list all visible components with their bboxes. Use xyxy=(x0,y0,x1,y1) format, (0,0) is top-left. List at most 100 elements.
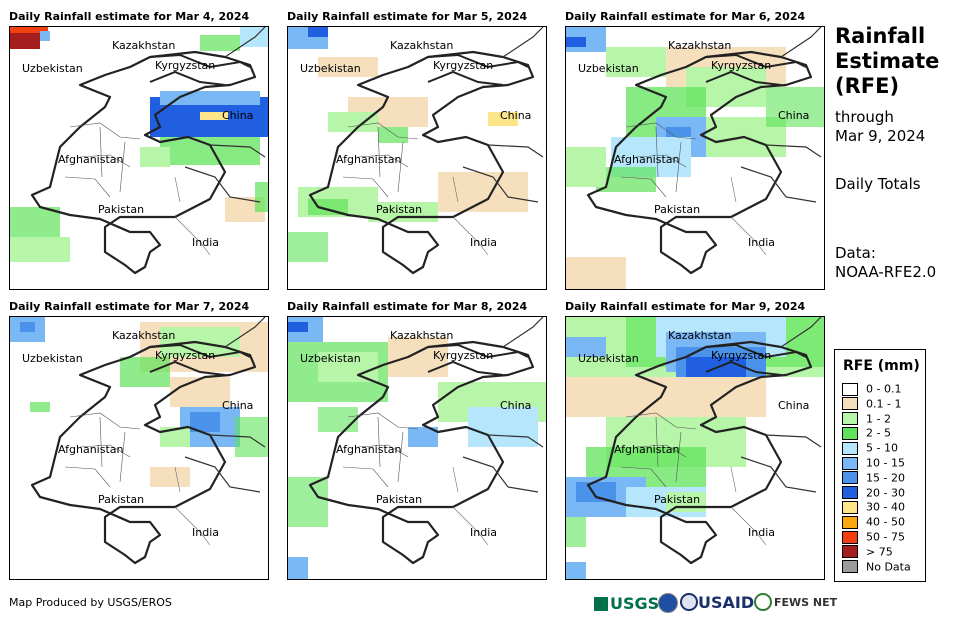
map-panel-mar-8: Kazakhstan Uzbekistan Kyrgyzstan China A… xyxy=(287,316,547,580)
label-pakistan: Pakistan xyxy=(98,493,144,506)
label-india: India xyxy=(748,236,775,249)
label-kyrgyzstan: Kyrgyzstan xyxy=(433,59,493,72)
label-afghanistan: Afghanistan xyxy=(336,443,402,456)
label-kyrgyzstan: Kyrgyzstan xyxy=(711,59,771,72)
rain-layer xyxy=(288,317,546,579)
country-borders xyxy=(30,317,266,565)
map-title-line-3: (RFE) xyxy=(835,74,900,98)
legend-label: 5 - 10 xyxy=(866,441,898,455)
legend-item: > 75 xyxy=(842,545,893,559)
rain-layer xyxy=(566,317,824,579)
legend-label: 10 - 15 xyxy=(866,456,905,470)
label-china: China xyxy=(222,109,253,122)
country-labels: Kazakhstan Uzbekistan Kyrgyzstan China A… xyxy=(300,329,531,539)
label-uzbekistan: Uzbekistan xyxy=(578,352,639,365)
label-india: India xyxy=(470,236,497,249)
label-kazakhstan: Kazakhstan xyxy=(112,329,175,342)
label-china: China xyxy=(778,399,809,412)
label-china: China xyxy=(500,109,531,122)
legend-swatch xyxy=(842,486,858,500)
rain-layer xyxy=(288,27,528,262)
legend-item: 15 - 20 xyxy=(842,471,905,485)
legend-label: 15 - 20 xyxy=(866,471,905,485)
map-panel-mar-7: Kazakhstan Uzbekistan Kyrgyzstan China A… xyxy=(9,316,269,580)
label-kazakhstan: Kazakhstan xyxy=(390,39,453,52)
legend-swatch xyxy=(842,471,858,485)
legend-swatch xyxy=(842,545,858,559)
legend-item: 20 - 30 xyxy=(842,486,905,500)
legend-item: 1 - 2 xyxy=(842,412,891,426)
panel-title-mar-8: Daily Rainfall estimate for Mar 8, 2024 xyxy=(287,300,528,313)
label-kazakhstan: Kazakhstan xyxy=(112,39,175,52)
legend-swatch xyxy=(842,530,858,544)
panel-title-mar-6: Daily Rainfall estimate for Mar 6, 2024 xyxy=(565,10,806,23)
country-labels: Kazakhstan Uzbekistan Kyrgyzstan China A… xyxy=(22,39,253,249)
label-india: India xyxy=(470,526,497,539)
label-india: India xyxy=(748,526,775,539)
legend-title: RFE (mm) xyxy=(843,358,920,374)
country-labels: Kazakhstan Uzbekistan Kyrgyzstan China A… xyxy=(300,39,531,249)
usgs-logo: USGS xyxy=(594,593,659,613)
label-china: China xyxy=(500,399,531,412)
label-uzbekistan: Uzbekistan xyxy=(578,62,639,75)
nws-seal-icon xyxy=(680,593,698,611)
legend-swatch xyxy=(842,560,858,574)
through-label: through xyxy=(835,108,894,126)
legend-item: 10 - 15 xyxy=(842,456,905,470)
legend-item: 2 - 5 xyxy=(842,426,891,440)
label-uzbekistan: Uzbekistan xyxy=(22,62,83,75)
fewsnet-logo: FEWS NET xyxy=(774,596,838,609)
country-labels: Kazakhstan Uzbekistan Kyrgyzstan China A… xyxy=(578,329,809,539)
country-borders xyxy=(308,317,544,565)
legend-label: 1 - 2 xyxy=(866,412,891,426)
country-borders xyxy=(308,27,544,275)
country-borders xyxy=(586,317,822,565)
legend-label: 50 - 75 xyxy=(866,530,905,544)
map-panel-mar-9: Kazakhstan Uzbekistan Kyrgyzstan China A… xyxy=(565,316,825,580)
label-kyrgyzstan: Kyrgyzstan xyxy=(155,59,215,72)
legend-swatch xyxy=(842,515,858,529)
panel-title-mar-9: Daily Rainfall estimate for Mar 9, 2024 xyxy=(565,300,806,313)
label-pakistan: Pakistan xyxy=(376,203,422,216)
legend-item: No Data xyxy=(842,560,911,574)
map-panel-mar-6: Kazakhstan Uzbekistan Kyrgyzstan China A… xyxy=(565,26,825,290)
country-borders xyxy=(586,27,822,275)
legend-label: 20 - 30 xyxy=(866,486,905,500)
map-title-line-1: Rainfall xyxy=(835,24,926,48)
label-pakistan: Pakistan xyxy=(376,493,422,506)
label-pakistan: Pakistan xyxy=(654,493,700,506)
label-china: China xyxy=(778,109,809,122)
label-afghanistan: Afghanistan xyxy=(58,153,124,166)
label-kazakhstan: Kazakhstan xyxy=(390,329,453,342)
label-uzbekistan: Uzbekistan xyxy=(22,352,83,365)
usgs-mark-icon xyxy=(594,596,608,611)
rain-layer xyxy=(10,317,268,487)
data-source: NOAA-RFE2.0 xyxy=(835,263,937,281)
map-panel-mar-4: Kazakhstan Uzbekistan Kyrgyzstan China A… xyxy=(9,26,269,290)
legend-label: 2 - 5 xyxy=(866,426,891,440)
legend-label: 30 - 40 xyxy=(866,500,905,514)
label-pakistan: Pakistan xyxy=(98,203,144,216)
label-kyrgyzstan: Kyrgyzstan xyxy=(155,349,215,362)
label-pakistan: Pakistan xyxy=(654,203,700,216)
data-label: Data: xyxy=(835,244,876,262)
daily-totals-label: Daily Totals xyxy=(835,175,921,193)
label-india: India xyxy=(192,236,219,249)
panel-title-mar-7: Daily Rainfall estimate for Mar 7, 2024 xyxy=(9,300,250,313)
legend-label: No Data xyxy=(866,560,911,574)
label-kazakhstan: Kazakhstan xyxy=(668,329,731,342)
label-afghanistan: Afghanistan xyxy=(58,443,124,456)
legend-label: 40 - 50 xyxy=(866,515,905,529)
through-date: Mar 9, 2024 xyxy=(835,127,926,145)
legend-swatch xyxy=(842,382,858,396)
map-credit: Map Produced by USGS/EROS xyxy=(9,596,172,609)
legend-label: 0 - 0.1 xyxy=(866,382,902,396)
legend-item: 0.1 - 1 xyxy=(842,397,901,411)
legend-item: 30 - 40 xyxy=(842,500,905,514)
label-uzbekistan: Uzbekistan xyxy=(300,62,361,75)
panel-title-mar-4: Daily Rainfall estimate for Mar 4, 2024 xyxy=(9,10,250,23)
country-labels: Kazakhstan Uzbekistan Kyrgyzstan China A… xyxy=(22,329,253,539)
usaid-logo: USAID xyxy=(698,593,755,612)
label-afghanistan: Afghanistan xyxy=(614,443,680,456)
